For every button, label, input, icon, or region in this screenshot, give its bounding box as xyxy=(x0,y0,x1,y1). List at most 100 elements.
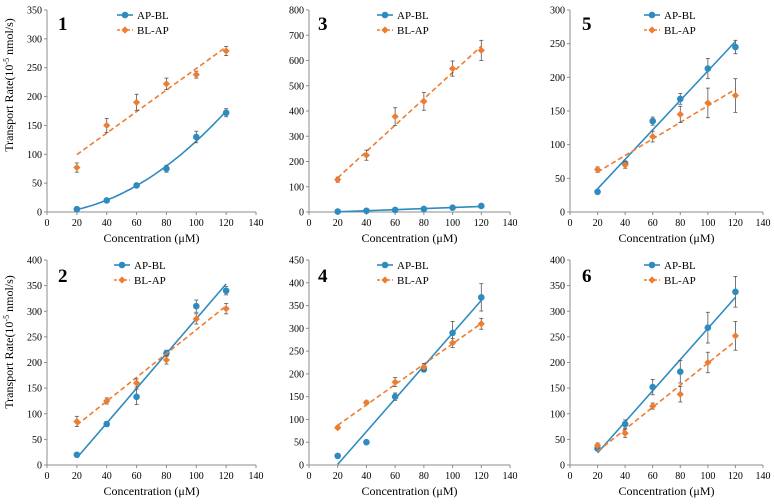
chart-panel-6: 0 50 100 150 200 250 300 350 400 0 20 40 60 80 100 120 1… xyxy=(550,256,771,499)
y-tick-label: 500 xyxy=(289,81,304,92)
data-point xyxy=(103,121,111,130)
data-point xyxy=(103,397,111,405)
panel-label: 3 xyxy=(318,14,328,35)
data-point xyxy=(73,205,81,213)
y-tick-label: 0 xyxy=(37,461,42,472)
y-tick-label: 0 xyxy=(37,208,42,219)
x-tick-label: 60 xyxy=(132,218,142,229)
data-point xyxy=(731,91,740,100)
y-tick-label: 200 xyxy=(27,358,42,369)
data-point xyxy=(449,329,456,337)
x-axis-label: Concentration (μM) xyxy=(103,231,199,245)
data-point xyxy=(477,202,485,210)
x-tick-label: 100 xyxy=(700,471,715,482)
y-axis-label-top: Transport Rate(10-5 nmol/s) xyxy=(2,18,17,152)
legend-label: AP-BL xyxy=(134,260,166,272)
data-point xyxy=(222,287,230,295)
data-point xyxy=(192,71,200,79)
y-tick-label: 200 xyxy=(27,92,42,103)
data-point xyxy=(192,133,200,141)
trend-line-ap-bl xyxy=(597,296,736,454)
x-tick-label: 60 xyxy=(648,471,658,482)
x-tick-label: 140 xyxy=(249,471,264,482)
y-tick-label: 400 xyxy=(289,107,304,118)
series-bl-ap xyxy=(334,39,485,184)
legend-label: AP-BL xyxy=(397,10,429,22)
data-point xyxy=(621,420,629,428)
data-point xyxy=(103,420,111,428)
legend-entry-ap-bl: AP-BL xyxy=(644,260,696,272)
data-point xyxy=(704,65,712,72)
y-axis-label-unit: nmol/s) xyxy=(2,18,16,58)
legend-label: BL-AP xyxy=(137,25,169,37)
y-tick-label: 150 xyxy=(550,384,565,395)
data-point xyxy=(676,390,684,398)
legend-entry-ap-bl: AP-BL xyxy=(377,10,429,22)
y-tick-label: 200 xyxy=(550,73,565,84)
data-point xyxy=(676,368,684,376)
legend-label: BL-AP xyxy=(397,25,429,37)
y-tick-label: 50 xyxy=(32,179,42,190)
trend-line-ap-bl xyxy=(76,283,227,459)
data-point xyxy=(676,110,684,118)
trend-line-ap-bl xyxy=(337,299,482,465)
data-point xyxy=(163,165,170,173)
x-tick-label: 60 xyxy=(648,218,658,229)
data-point xyxy=(132,379,141,387)
trend-line-bl-ap xyxy=(76,305,227,426)
legend-entry-bl-ap: BL-AP xyxy=(644,275,696,287)
y-tick-label: 100 xyxy=(550,409,565,420)
legend-entry-bl-ap: BL-AP xyxy=(377,275,429,287)
y-tick-label: 450 xyxy=(289,256,304,267)
y-tick-label: 100 xyxy=(289,182,304,193)
legend-label: AP-BL xyxy=(397,260,429,272)
trend-line-bl-ap xyxy=(76,46,227,156)
data-point xyxy=(420,363,428,371)
x-tick-label: 100 xyxy=(445,471,460,482)
legend-label: AP-BL xyxy=(137,10,169,22)
data-point xyxy=(334,424,342,432)
y-tick-label: 250 xyxy=(27,332,42,343)
data-point xyxy=(334,176,342,184)
legend-label: AP-BL xyxy=(664,10,696,22)
x-tick-label: 40 xyxy=(102,471,112,482)
y-tick-label: 100 xyxy=(289,415,304,426)
x-tick-label: 140 xyxy=(756,471,771,482)
legend-entry-bl-ap: BL-AP xyxy=(377,25,429,37)
y-tick-label: 250 xyxy=(289,347,304,358)
x-tick-label: 20 xyxy=(593,218,603,229)
x-tick-label: 60 xyxy=(132,471,142,482)
x-tick-label: 80 xyxy=(675,471,685,482)
trend-line-ap-bl xyxy=(337,205,482,213)
data-point xyxy=(420,205,428,213)
x-tick-label: 120 xyxy=(219,471,234,482)
panel-label: 5 xyxy=(582,14,592,35)
y-tick-label: 300 xyxy=(289,132,304,143)
y-tick-label: 400 xyxy=(550,256,565,267)
legend-marker xyxy=(648,276,656,284)
legend-marker xyxy=(381,261,389,269)
legend-label: BL-AP xyxy=(664,275,696,287)
y-tick-label: 150 xyxy=(550,107,565,118)
chart-panel-5: 0 50 100 150 200 250 300 0 20 40 60 80 100 120 140 Conc… xyxy=(550,6,771,246)
x-tick-label: 20 xyxy=(72,471,82,482)
data-point xyxy=(704,99,712,107)
x-tick-label: 100 xyxy=(189,218,204,229)
data-point xyxy=(162,356,171,364)
y-tick-label: 200 xyxy=(550,358,565,369)
y-tick-label: 100 xyxy=(27,150,42,161)
y-tick-label: 50 xyxy=(294,438,304,449)
y-tick-label: 200 xyxy=(289,369,304,380)
y-tick-label: 800 xyxy=(289,6,304,17)
data-point xyxy=(334,452,342,460)
y-tick-label: 350 xyxy=(27,6,42,17)
x-tick-label: 0 xyxy=(307,218,312,229)
legend-label: BL-AP xyxy=(397,275,429,287)
y-tick-label: 0 xyxy=(560,208,565,219)
y-tick-label: 300 xyxy=(27,307,42,318)
legend-marker xyxy=(381,276,389,284)
data-point xyxy=(448,339,457,347)
series-bl-ap xyxy=(593,321,740,453)
x-tick-label: 0 xyxy=(568,218,573,229)
